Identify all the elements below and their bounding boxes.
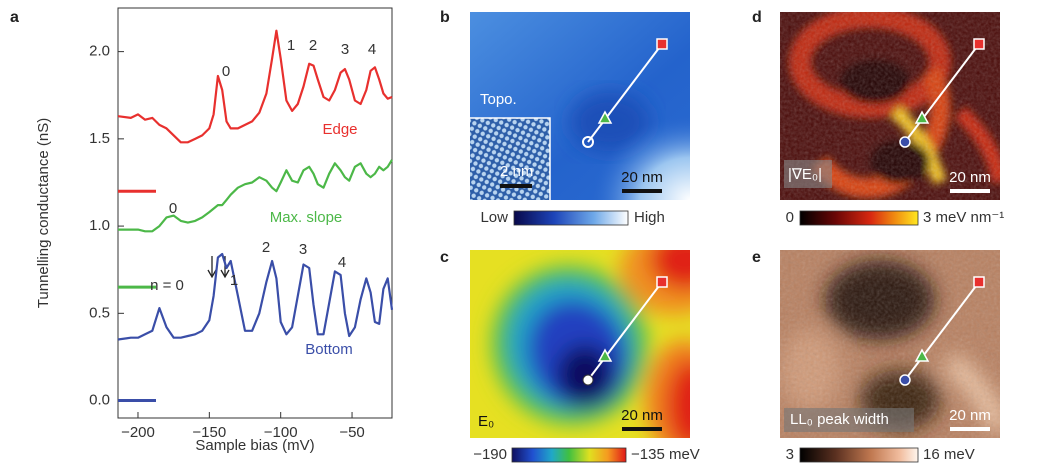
colorbar-label: −135 meV [631, 446, 700, 463]
gradient-map: |∇E₀| 20 nm [780, 12, 1000, 200]
colorbar-label: 16 meV [923, 446, 975, 463]
panel-label: a [10, 9, 19, 26]
annotation: Max. slope [270, 209, 343, 226]
y-tick-label: 0.0 [89, 392, 110, 409]
line-series [118, 159, 393, 233]
inset-scale-label: 2 nm [500, 163, 533, 180]
annotation: 1 [230, 272, 238, 289]
scale-label: 20 nm [621, 169, 663, 186]
x-tick-label: −100 [264, 424, 298, 441]
panel-label: e [752, 249, 761, 266]
y-tick-label: 1.5 [89, 130, 110, 147]
image-overlay-label: E₀ [478, 413, 494, 430]
annotation: 4 [338, 254, 346, 271]
plot-frame [117, 7, 393, 419]
annotation: Bottom [305, 341, 353, 358]
y-tick-label: 1.0 [89, 217, 110, 234]
colorbar-label: 3 [786, 446, 794, 463]
scale-label: 20 nm [621, 407, 663, 424]
e0-map: E₀ 20 nm [470, 250, 690, 438]
annotation: 0 [222, 63, 230, 80]
colorbar-label: Low [480, 209, 508, 226]
annotation: 4 [368, 41, 376, 58]
colorbar: −190 −135 meV [473, 446, 700, 463]
colorbar: Low High [480, 209, 664, 226]
annotation: 3 [341, 41, 349, 58]
annotation: 2 [262, 239, 270, 256]
topography-image: Topo. 2 nm 20 nm [470, 12, 690, 200]
scale-label: 20 nm [949, 169, 991, 186]
panel-label: c [440, 249, 449, 266]
annotation: 0 [169, 200, 177, 217]
y-tick-label: 2.0 [89, 43, 110, 60]
annotation: n = 0 [150, 277, 184, 294]
peak-width-map: LL₀ peak width 20 nm [780, 250, 1000, 438]
panel-label: b [440, 9, 450, 26]
image-overlay-label: LL₀ peak width [790, 411, 889, 428]
colorbar-label: −190 [473, 446, 507, 463]
colorbar: 0 3 meV nm⁻¹ [786, 209, 1005, 226]
colorbar-label: High [634, 209, 665, 226]
x-tick-label: −50 [339, 424, 364, 441]
image-overlay-label: |∇E₀| [788, 166, 822, 183]
colorbar: 3 16 meV [786, 446, 975, 463]
panel-label: d [752, 9, 762, 26]
line-series [117, 29, 393, 144]
y-axis-label: Tunnelling conductance (nS) [35, 118, 52, 308]
x-axis-label: Sample bias (mV) [195, 437, 314, 454]
x-tick-label: −150 [192, 424, 226, 441]
colorbar-label: 3 meV nm⁻¹ [923, 209, 1004, 226]
annotation: 3 [299, 241, 307, 258]
scale-label: 20 nm [949, 407, 991, 424]
x-tick-label: −200 [121, 424, 155, 441]
annotation: Edge [322, 121, 357, 138]
y-tick-label: 0.5 [89, 304, 110, 321]
line-series [117, 252, 394, 341]
annotation: 1 [287, 37, 295, 54]
colorbar-label: 0 [786, 209, 794, 226]
annotation: 2 [309, 37, 317, 54]
image-overlay-label: Topo. [480, 91, 517, 108]
